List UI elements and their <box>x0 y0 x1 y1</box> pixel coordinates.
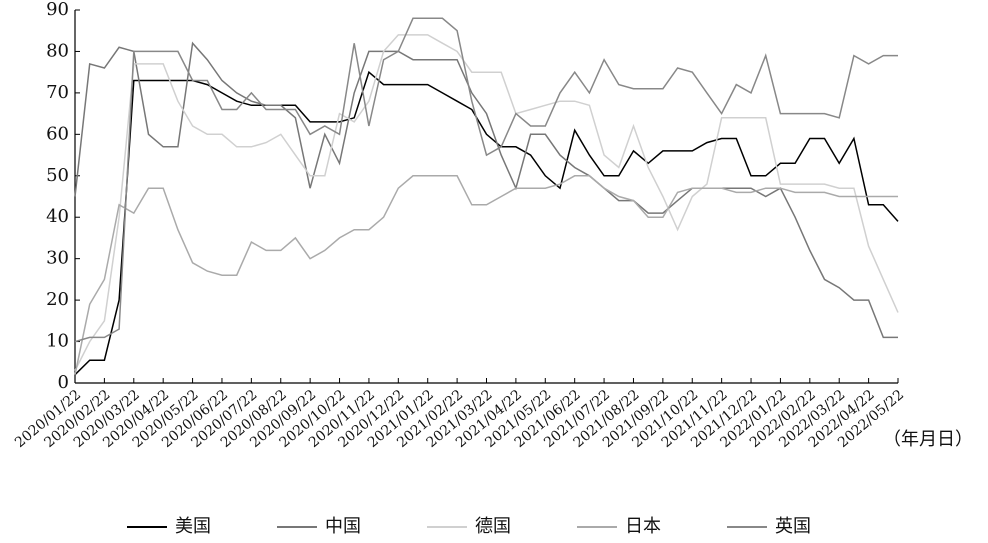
legend-label: 美国 <box>175 516 211 537</box>
y-tick-label: 80 <box>46 40 69 61</box>
series-line <box>74 17 898 343</box>
series-line <box>74 175 898 375</box>
x-axis-label: （年月日） <box>883 429 973 450</box>
y-tick-label: 90 <box>46 0 69 20</box>
y-tick-label: 30 <box>46 248 69 269</box>
y-tick-label: 70 <box>46 82 69 103</box>
y-tick-label: 20 <box>46 289 69 310</box>
y-tick-label: 40 <box>46 206 69 227</box>
series-line <box>74 41 898 339</box>
legend-label: 中国 <box>325 516 361 537</box>
series-line <box>74 70 899 376</box>
y-tick-label: 0 <box>58 372 69 393</box>
legend-label: 日本 <box>625 516 661 537</box>
legend-label: 英国 <box>775 516 811 537</box>
series-line <box>74 34 899 371</box>
y-tick-label: 10 <box>46 331 69 352</box>
legend-label: 德国 <box>475 516 511 537</box>
y-tick-label: 50 <box>46 165 69 186</box>
y-tick-label: 60 <box>46 123 69 144</box>
